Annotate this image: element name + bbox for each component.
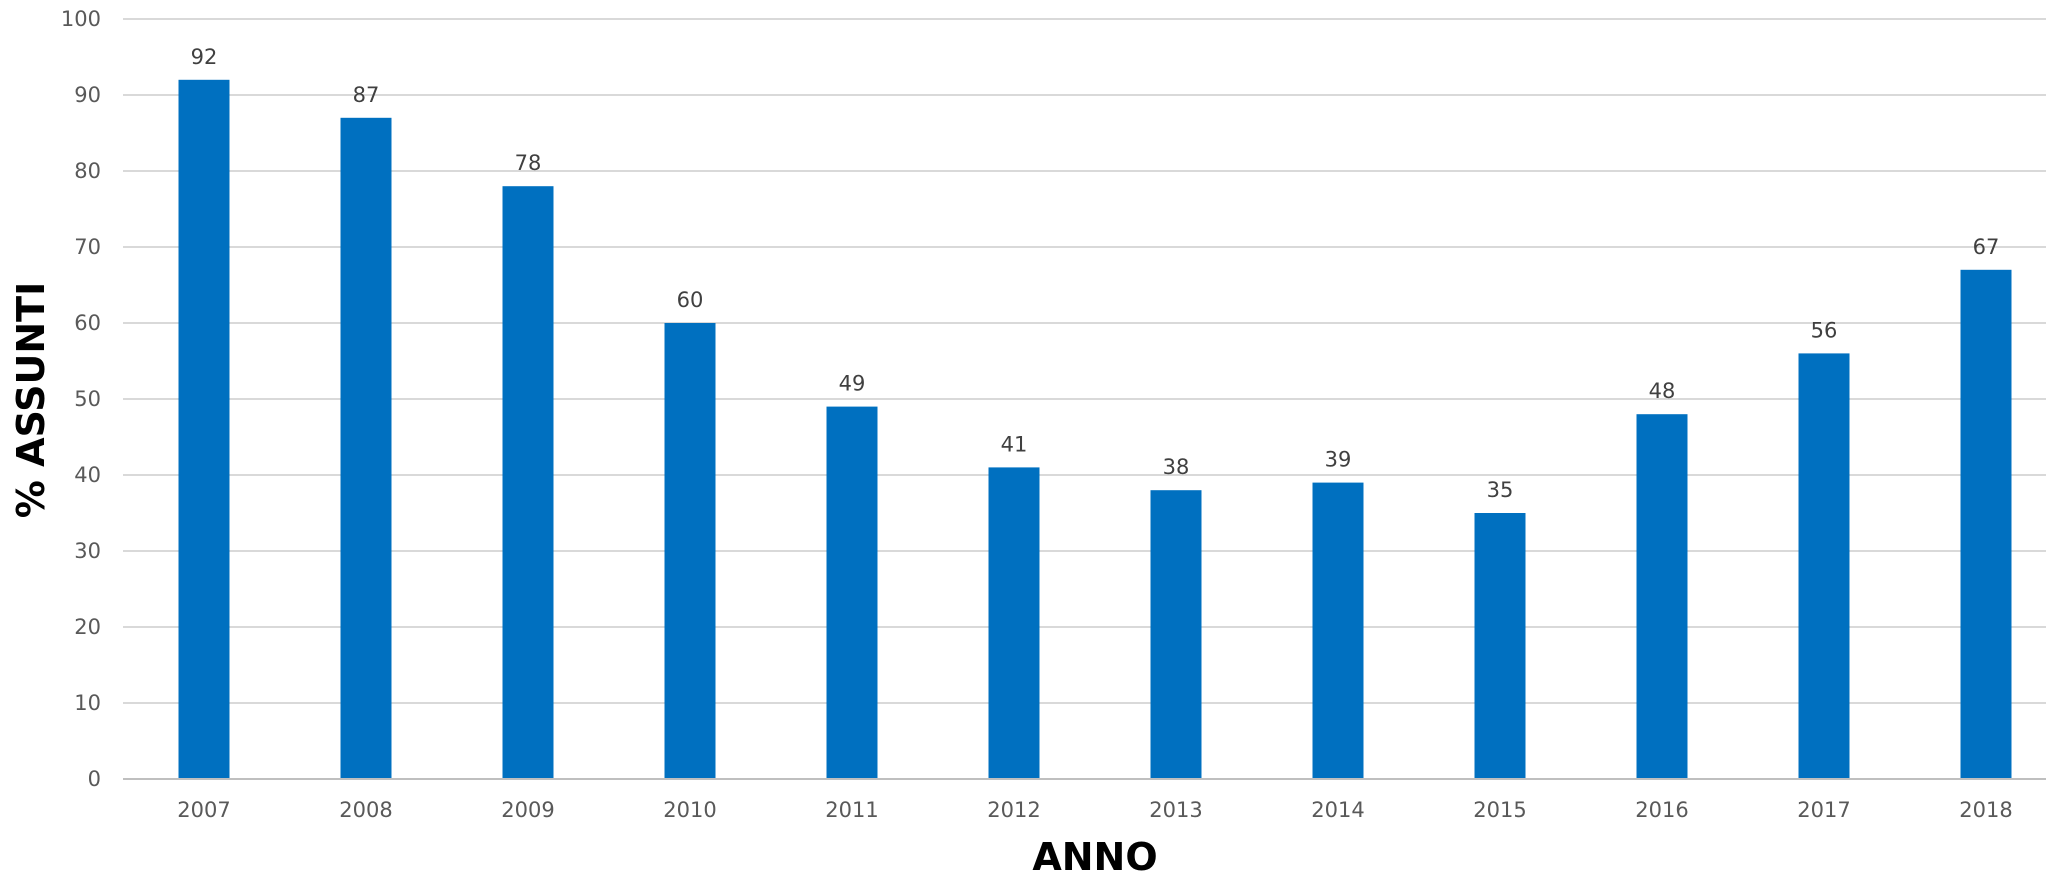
data-label: 49 xyxy=(839,372,866,396)
x-tick-label: 2009 xyxy=(501,798,554,822)
x-tick-label: 2008 xyxy=(339,798,392,822)
x-tick-label: 2013 xyxy=(1149,798,1202,822)
bar-2010 xyxy=(664,323,716,779)
y-tick-label: 40 xyxy=(74,463,101,487)
data-label: 87 xyxy=(353,83,380,107)
x-tick-label: 2016 xyxy=(1635,798,1688,822)
data-label: 92 xyxy=(191,45,218,69)
bar-2013 xyxy=(1150,490,1202,779)
x-tick-label: 2011 xyxy=(825,798,878,822)
y-axis-ticks: 0 10 20 30 40 50 60 70 80 90 100 xyxy=(61,7,101,791)
bar-2011 xyxy=(826,406,878,779)
x-tick-label: 2017 xyxy=(1797,798,1850,822)
data-label: 78 xyxy=(515,151,542,175)
bar-2008 xyxy=(340,117,392,780)
bar-2015 xyxy=(1474,513,1526,779)
y-tick-label: 30 xyxy=(74,539,101,563)
data-label: 56 xyxy=(1811,318,1838,342)
y-tick-label: 50 xyxy=(74,387,101,411)
y-tick-label: 10 xyxy=(74,691,101,715)
x-tick-label: 2018 xyxy=(1959,798,2012,822)
x-tick-label: 2012 xyxy=(987,798,1040,822)
x-axis-ticks: 2007 2008 2009 2010 2011 2012 2013 2014 2015 2016… xyxy=(177,798,2012,822)
data-label: 48 xyxy=(1649,379,1676,403)
bars xyxy=(178,79,2012,780)
bar-2009 xyxy=(502,186,554,779)
data-label: 35 xyxy=(1487,478,1514,502)
x-tick-label: 2010 xyxy=(663,798,716,822)
bar-2012 xyxy=(988,467,1040,779)
y-tick-label: 70 xyxy=(74,235,101,259)
x-tick-label: 2015 xyxy=(1473,798,1526,822)
data-labels: 92 87 78 60 49 41 38 39 35 48 56 67 xyxy=(191,45,2000,502)
bar-2018 xyxy=(1960,269,2012,779)
gridlines xyxy=(123,18,2046,704)
x-tick-label: 2014 xyxy=(1311,798,1364,822)
y-axis-title: % ASSUNTI xyxy=(9,282,53,518)
bar-2007 xyxy=(178,79,230,780)
y-tick-label: 100 xyxy=(61,7,101,31)
y-tick-label: 0 xyxy=(88,767,101,791)
bar-2017 xyxy=(1798,353,1850,779)
y-tick-label: 20 xyxy=(74,615,101,639)
data-label: 60 xyxy=(677,288,704,312)
data-label: 39 xyxy=(1325,448,1352,472)
data-label: 41 xyxy=(1001,432,1028,456)
y-tick-label: 80 xyxy=(74,159,101,183)
bar-2016 xyxy=(1636,414,1688,779)
data-label: 38 xyxy=(1163,455,1190,479)
data-label: 67 xyxy=(1973,235,2000,259)
bar-2014 xyxy=(1312,482,1364,779)
y-tick-label: 90 xyxy=(74,83,101,107)
x-axis-title: ANNO xyxy=(1032,835,1157,878)
x-tick-label: 2007 xyxy=(177,798,230,822)
y-tick-label: 60 xyxy=(74,311,101,335)
